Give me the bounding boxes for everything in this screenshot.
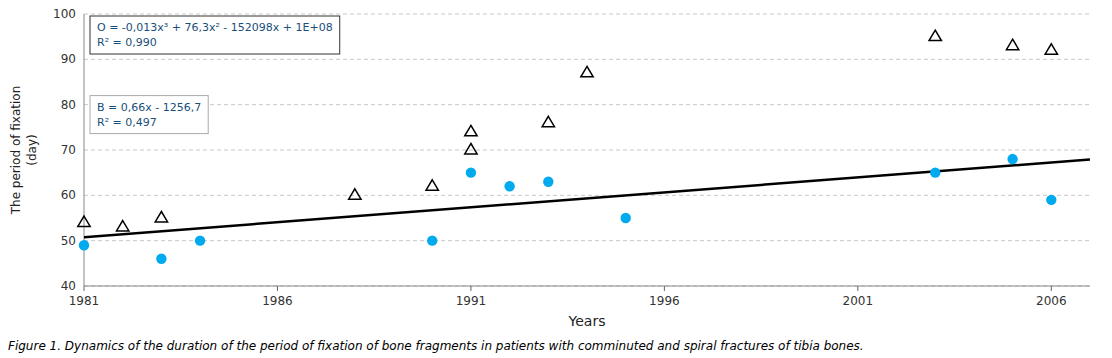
y-tick-label: 80: [61, 98, 76, 112]
circle-point: [1007, 154, 1017, 164]
y-tick-label: 50: [61, 234, 76, 248]
triangle-point: [117, 221, 129, 231]
y-axis-label-line: (day): [25, 134, 39, 165]
circle-point: [79, 240, 89, 250]
circle-point: [195, 235, 205, 245]
x-tick-label: 2006: [1036, 294, 1067, 308]
y-tick-label: 90: [61, 52, 76, 66]
equation-box: B = 0,66x - 1256,7 R² = 0,497: [90, 96, 208, 134]
equation-text: B = 0,66x - 1256,7: [97, 101, 201, 114]
points: [78, 30, 1058, 264]
circle-point: [620, 213, 630, 223]
grid-line: [84, 195, 1090, 196]
equation-box-frame: [90, 96, 208, 134]
x-tick-label: 1986: [262, 294, 293, 308]
x-tick-label: 1981: [69, 294, 100, 308]
triangle-point: [78, 216, 90, 226]
circle-point: [504, 181, 514, 191]
grid: [84, 14, 1090, 286]
x-tick-label: 1996: [649, 294, 680, 308]
lines: [84, 159, 1090, 237]
y-tick-label: 40: [61, 279, 76, 293]
triangle-point: [542, 116, 554, 126]
equation-text: R² = 0,990: [97, 36, 157, 49]
equation-text: O = -0,013x³ + 76,3x² - 152098x + 1E+08: [97, 21, 333, 34]
triangle-point: [349, 189, 361, 199]
x-tick: [84, 286, 85, 291]
triangle-point: [155, 212, 167, 222]
y-tick-label: 60: [61, 188, 76, 202]
circle-point: [930, 167, 940, 177]
triangle-point: [426, 180, 438, 190]
x-tick: [1051, 286, 1052, 291]
trend-line: [84, 159, 1090, 237]
circle-point: [466, 167, 476, 177]
y-axis-label: The period of fixation(day): [9, 86, 39, 216]
triangle-point: [465, 144, 477, 154]
triangle-point: [1045, 44, 1057, 54]
grid-line: [84, 240, 1090, 241]
triangle-point: [929, 30, 941, 40]
grid-line: [84, 150, 1090, 151]
x-axis-label: Years: [568, 313, 606, 329]
y-tick-label: 70: [61, 143, 76, 157]
grid-line: [84, 286, 1090, 287]
y-axis-label-line: The period of fixation: [9, 86, 23, 216]
circle-point: [427, 235, 437, 245]
triangle-point: [581, 66, 593, 76]
grid-line: [84, 14, 1090, 15]
x-axis: [84, 286, 1090, 287]
x-tick-label: 1991: [456, 294, 487, 308]
y-tick-label: 100: [53, 7, 76, 21]
circle-point: [543, 177, 553, 187]
figure-caption: Figure 1. Dynamics of the duration of th…: [8, 339, 864, 353]
x-tick: [664, 286, 665, 291]
chart: 40 50 60 70 80 90 100 1981 1986 1991 1996 2001 2006 Y…: [0, 0, 1112, 358]
grid-line: [84, 104, 1090, 105]
equation-box: O = -0,013x³ + 76,3x² - 152098x + 1E+08 R…: [90, 16, 340, 54]
equation-box-frame: [90, 16, 340, 54]
x-tick-label: 2001: [843, 294, 874, 308]
x-tick: [857, 286, 858, 291]
circle-point: [1046, 195, 1056, 205]
triangle-point: [1006, 39, 1018, 49]
x-tick: [277, 286, 278, 291]
triangle-point: [465, 125, 477, 135]
x-tick: [470, 286, 471, 291]
grid-line: [84, 59, 1090, 60]
circle-point: [156, 254, 166, 264]
equation-text: R² = 0,497: [97, 116, 157, 129]
